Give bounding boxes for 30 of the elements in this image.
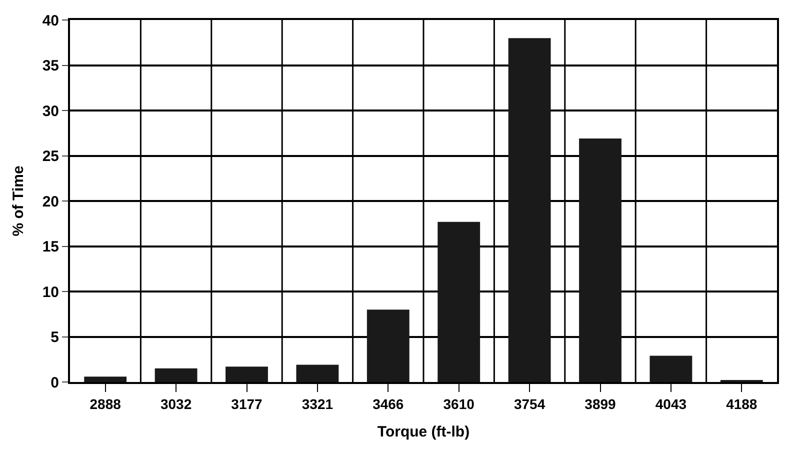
bar (226, 366, 268, 382)
x-tick-label: 3899 (584, 396, 616, 412)
y-tick-label: 40 (42, 12, 59, 30)
y-tick-label: 20 (42, 193, 59, 210)
x-tick-label: 3321 (302, 396, 334, 412)
bar (650, 356, 692, 382)
y-tick-label: 10 (42, 284, 59, 301)
x-tick-label: 3032 (160, 396, 192, 412)
x-tick-label: 4188 (726, 396, 758, 412)
x-tick-label: 3610 (443, 396, 475, 412)
bar (366, 310, 410, 382)
x-tick-label: 3754 (514, 396, 546, 412)
x-axis-title: Torque (ft-lb) (377, 423, 470, 440)
x-tick-label: 4043 (655, 396, 687, 412)
x-tick-label: 3177 (231, 396, 263, 412)
y-tick-label: 35 (42, 58, 59, 74)
bar (154, 368, 198, 382)
y-tick-label: 0 (50, 374, 59, 392)
y-tick-label: 30 (42, 102, 59, 120)
bar (296, 364, 339, 382)
bar (508, 38, 551, 382)
x-tick-label: 3466 (372, 396, 404, 412)
y-tick-label: 25 (42, 148, 59, 165)
y-tick-label: 5 (50, 329, 59, 346)
x-tick-label: 2888 (90, 396, 122, 412)
bar (579, 138, 622, 382)
bar (84, 376, 127, 382)
bar (438, 222, 480, 382)
y-tick-label: 15 (42, 238, 59, 256)
y-axis-title: % of Time (10, 166, 28, 236)
